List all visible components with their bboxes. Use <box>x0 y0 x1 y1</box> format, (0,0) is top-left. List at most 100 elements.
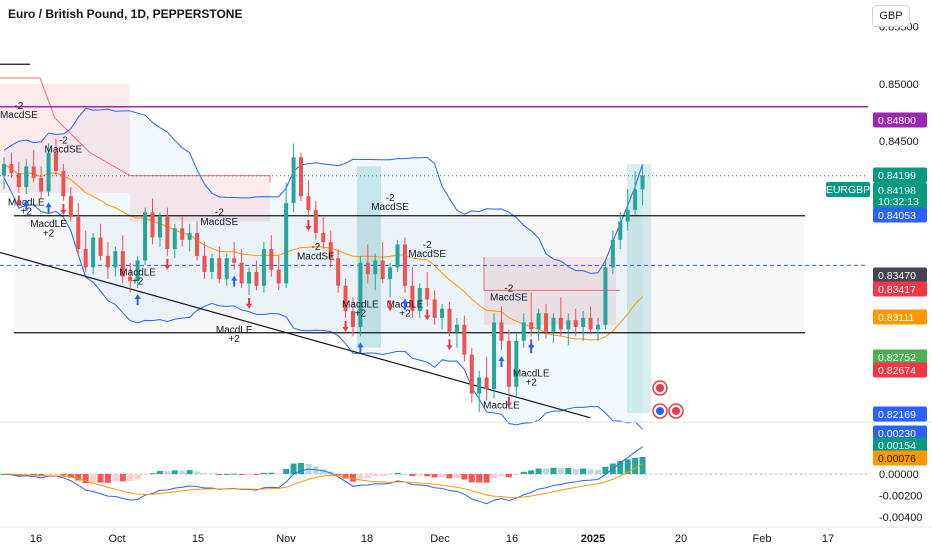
candle-body <box>365 262 370 275</box>
candle-body <box>566 320 571 330</box>
candle-body <box>113 251 118 268</box>
candle-body <box>536 313 541 330</box>
macd-bar <box>572 468 579 475</box>
macd-badge: 0.00154 <box>873 437 927 453</box>
currency-button[interactable]: GBP <box>872 5 910 27</box>
macd-bar <box>416 474 423 476</box>
macd-bar <box>431 474 438 478</box>
time-tick-label: 17 <box>822 533 834 545</box>
signal-label: MacdSE <box>371 202 409 213</box>
candle-body <box>633 189 638 210</box>
macd-bar <box>520 471 527 475</box>
price-badge-text: 0.83111 <box>878 312 915 324</box>
macd-bar <box>260 472 267 475</box>
candle-body <box>276 269 281 284</box>
candle-body <box>358 262 363 328</box>
candle-body <box>306 196 311 210</box>
signal-labels: -2MacdSE-2MacdSEMacdLE+2MacdLE+2-2MacdSE… <box>0 101 550 412</box>
buy-arrow-icon <box>528 342 535 354</box>
buy-arrow-icon <box>134 294 141 306</box>
macd-bar <box>587 469 594 475</box>
candle-body <box>24 166 29 188</box>
buy-arrow-icon <box>45 202 52 214</box>
price-badge-bg <box>873 167 927 183</box>
sell-arrow-icon <box>342 320 349 332</box>
candle-body <box>254 271 259 286</box>
candle-body <box>195 232 200 256</box>
macd-bar <box>164 471 171 475</box>
candle-body <box>544 313 549 332</box>
signal-label: -2 <box>311 242 320 253</box>
candle-body <box>83 249 88 268</box>
macd-bar <box>60 474 67 476</box>
price-badge-text: 0.82169 <box>878 409 916 421</box>
macd-bar <box>208 473 215 475</box>
candle-body <box>380 260 385 279</box>
time-tick-label: 20 <box>675 533 687 545</box>
macd-bar <box>290 463 297 475</box>
candle-body <box>373 260 378 275</box>
candle-body <box>172 228 177 250</box>
candle-body <box>9 164 14 174</box>
candle-body <box>551 317 556 332</box>
price-tick-label: 0.85000 <box>879 79 919 91</box>
macd-bar <box>223 473 230 475</box>
buy-arrow-icon <box>23 199 30 211</box>
signal-label: +2 <box>228 334 240 345</box>
macd-bar <box>387 474 394 476</box>
sell-arrow-icon <box>246 297 253 309</box>
macd-bar <box>557 468 564 475</box>
buy-arrow-icon <box>401 298 408 310</box>
buy-arrow-icon <box>498 356 505 367</box>
macd-bar <box>312 466 319 475</box>
candle-body <box>224 258 229 279</box>
macd-bar <box>505 474 512 478</box>
price-badge-bg <box>873 267 927 283</box>
candle-body <box>91 237 96 268</box>
candle-body <box>180 228 185 240</box>
macd-bar <box>171 470 178 475</box>
macd-bar <box>104 474 111 483</box>
candle-body <box>581 317 586 328</box>
candle-body <box>157 216 162 238</box>
signal-label: MacdLE <box>119 267 156 278</box>
candle-body <box>261 249 266 286</box>
macd-badge: 0.00076 <box>873 450 927 466</box>
candle-body <box>492 322 497 390</box>
macd-bar <box>491 474 498 479</box>
macd-tick-label: 0.00000 <box>879 469 919 481</box>
candle-body <box>209 258 214 272</box>
macd-bar <box>617 460 624 475</box>
candle-body <box>417 288 422 311</box>
macd-bar <box>580 468 587 475</box>
candle-body <box>499 322 504 341</box>
macd-bar <box>468 474 475 483</box>
price-badge-bg <box>873 362 927 378</box>
macd-bar <box>535 468 542 475</box>
buy-arrow-icon <box>357 342 364 354</box>
price-badge-text: 0.84053 <box>878 210 916 222</box>
price-badge: 0.84800 <box>873 112 927 128</box>
candle-body <box>284 203 289 284</box>
candle-body <box>529 322 534 330</box>
candle-body <box>410 285 415 311</box>
macd-bar <box>97 474 104 483</box>
candle-body <box>39 177 44 192</box>
time-tick-label: Oct <box>108 533 125 545</box>
candle-body <box>618 221 623 240</box>
signal-label: MacdLE <box>342 300 379 311</box>
candle-body <box>61 170 66 197</box>
price-badge: 0.83111 <box>873 309 927 325</box>
candle-body <box>143 212 148 261</box>
macd-bar <box>320 468 327 475</box>
macd-bar <box>394 472 401 475</box>
price-badge-text: 0.84800 <box>878 115 916 127</box>
signal-label: +2 <box>21 207 33 218</box>
macd-bar <box>75 474 82 481</box>
signal-label: +2 <box>355 309 367 320</box>
lower-band-line <box>3 177 643 430</box>
price-tick-label: 0.85500 <box>879 21 919 33</box>
macd-bar <box>298 462 304 475</box>
candle-body <box>217 258 222 279</box>
